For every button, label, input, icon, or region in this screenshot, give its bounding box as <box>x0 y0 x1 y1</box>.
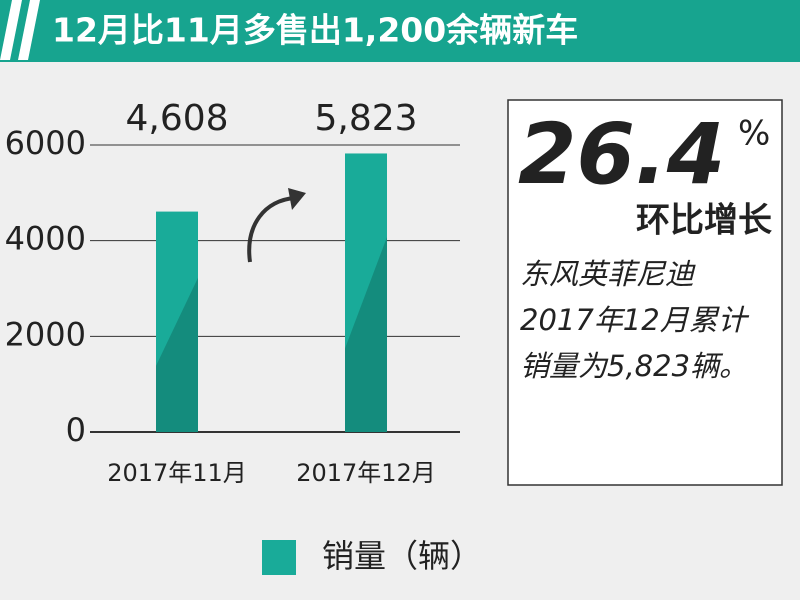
y-tick-label: 0 <box>66 411 86 449</box>
bar-shade <box>345 237 387 432</box>
chart-title: 12月比11月多售出1,200余辆新车 <box>52 11 578 50</box>
arrow <box>247 196 296 263</box>
legend-label: 销量（辆） <box>322 537 482 575</box>
x-tick-label: 2017年11月 <box>107 459 247 487</box>
y-tick-label: 6000 <box>5 124 86 162</box>
arrow-head <box>288 188 306 210</box>
y-tick-label: 2000 <box>5 315 86 353</box>
x-tick-label: 2017年12月 <box>296 459 436 487</box>
callout-text: 2017年12月累计 <box>520 303 750 337</box>
callout-label: 环比增长 <box>636 201 772 241</box>
banner-slash <box>0 0 22 60</box>
bar <box>345 153 387 433</box>
callout-box <box>507 99 783 486</box>
callout-unit: % <box>738 114 770 154</box>
callout-text: 销量为5,823辆。 <box>520 349 748 383</box>
legend-swatch <box>262 540 296 575</box>
callout-text: 东风英菲尼迪 <box>520 257 696 291</box>
callout-value: 26.4 <box>518 105 725 203</box>
bar-shade <box>156 277 198 432</box>
y-tick-label: 4000 <box>5 220 86 258</box>
bar <box>156 211 198 432</box>
data-label: 5,823 <box>314 98 417 139</box>
data-label: 4,608 <box>125 98 228 139</box>
banner-slash <box>18 0 40 60</box>
title-banner <box>0 0 800 62</box>
